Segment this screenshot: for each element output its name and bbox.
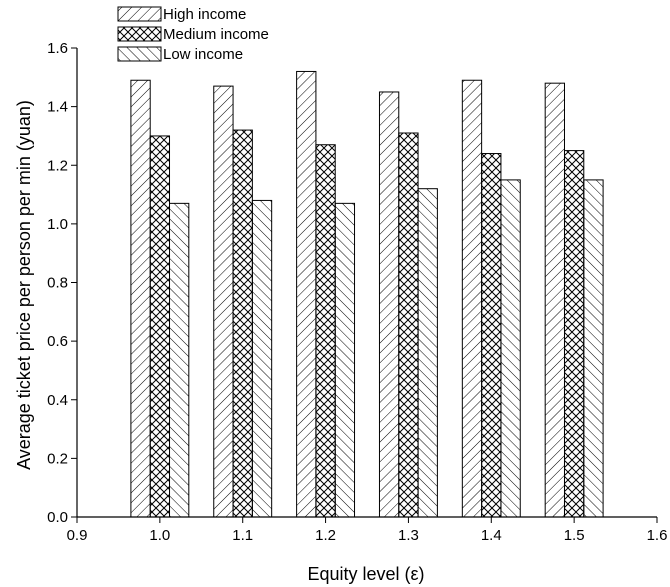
legend-swatch-medium-income [117,26,162,42]
y-tick-label: 1.2 [47,157,68,174]
x-tick-label: 1.6 [647,527,668,544]
bar-low-income-1.3 [417,188,438,518]
y-tick-label: 1.4 [47,99,68,116]
bar-low-income-1.0 [169,202,190,518]
bar-low-income-1.5 [583,179,604,518]
bar-high-income-1.1 [213,85,234,518]
legend-label-low-income: Low income [163,46,243,63]
x-tick-label: 1.3 [398,527,419,544]
y-tick-label: 1.6 [47,40,68,57]
bar-low-income-1.4 [500,179,521,518]
bar-medium-income-1.2 [315,144,336,518]
x-tick-label: 1.0 [149,527,170,544]
bar-low-income-1.1 [251,199,273,518]
legend-swatch-high-income [117,6,162,22]
bar-high-income-1.3 [378,91,400,518]
y-tick-label: 0.4 [47,392,68,409]
bar-medium-income-1.0 [149,135,171,518]
y-tick-label: 0.2 [47,450,68,467]
y-tick-label: 1.0 [47,216,68,233]
bar-medium-income-1.4 [481,153,502,518]
legend-label-medium-income: Medium income [163,26,269,43]
bar-medium-income-1.5 [563,150,585,518]
bar-high-income-1.0 [130,79,151,518]
x-tick-label: 1.5 [564,527,585,544]
legend-label-high-income: High income [163,6,246,23]
x-tick-label: 1.1 [232,527,253,544]
y-tick-label: 0.6 [47,333,68,350]
bar-medium-income-1.1 [232,129,253,518]
ticks-group: 0.9 1.0 1.1 1.2 1.3 1.4 1.5 1.6 0.0 0.2 0.4 0.6 0.8 1… [47,40,667,544]
x-tick-label: 1.4 [481,527,502,544]
legend-swatch-low-income [117,46,162,62]
bar-low-income-1.2 [334,202,356,518]
bar-medium-income-1.3 [398,132,419,518]
bars-group [130,70,604,518]
legend: High income Medium income Low income [117,6,269,63]
bar-high-income-1.2 [296,70,317,518]
x-tick-label: 0.9 [67,527,88,544]
x-axis-title: Equity level (ε) [307,564,424,584]
y-tick-label: 0.0 [47,509,68,526]
y-tick-label: 0.8 [47,275,68,292]
y-axis-title: Average ticket price per person per min … [14,100,34,470]
bar-high-income-1.4 [461,79,483,518]
x-tick-label: 1.2 [315,527,336,544]
bar-high-income-1.5 [544,82,565,518]
